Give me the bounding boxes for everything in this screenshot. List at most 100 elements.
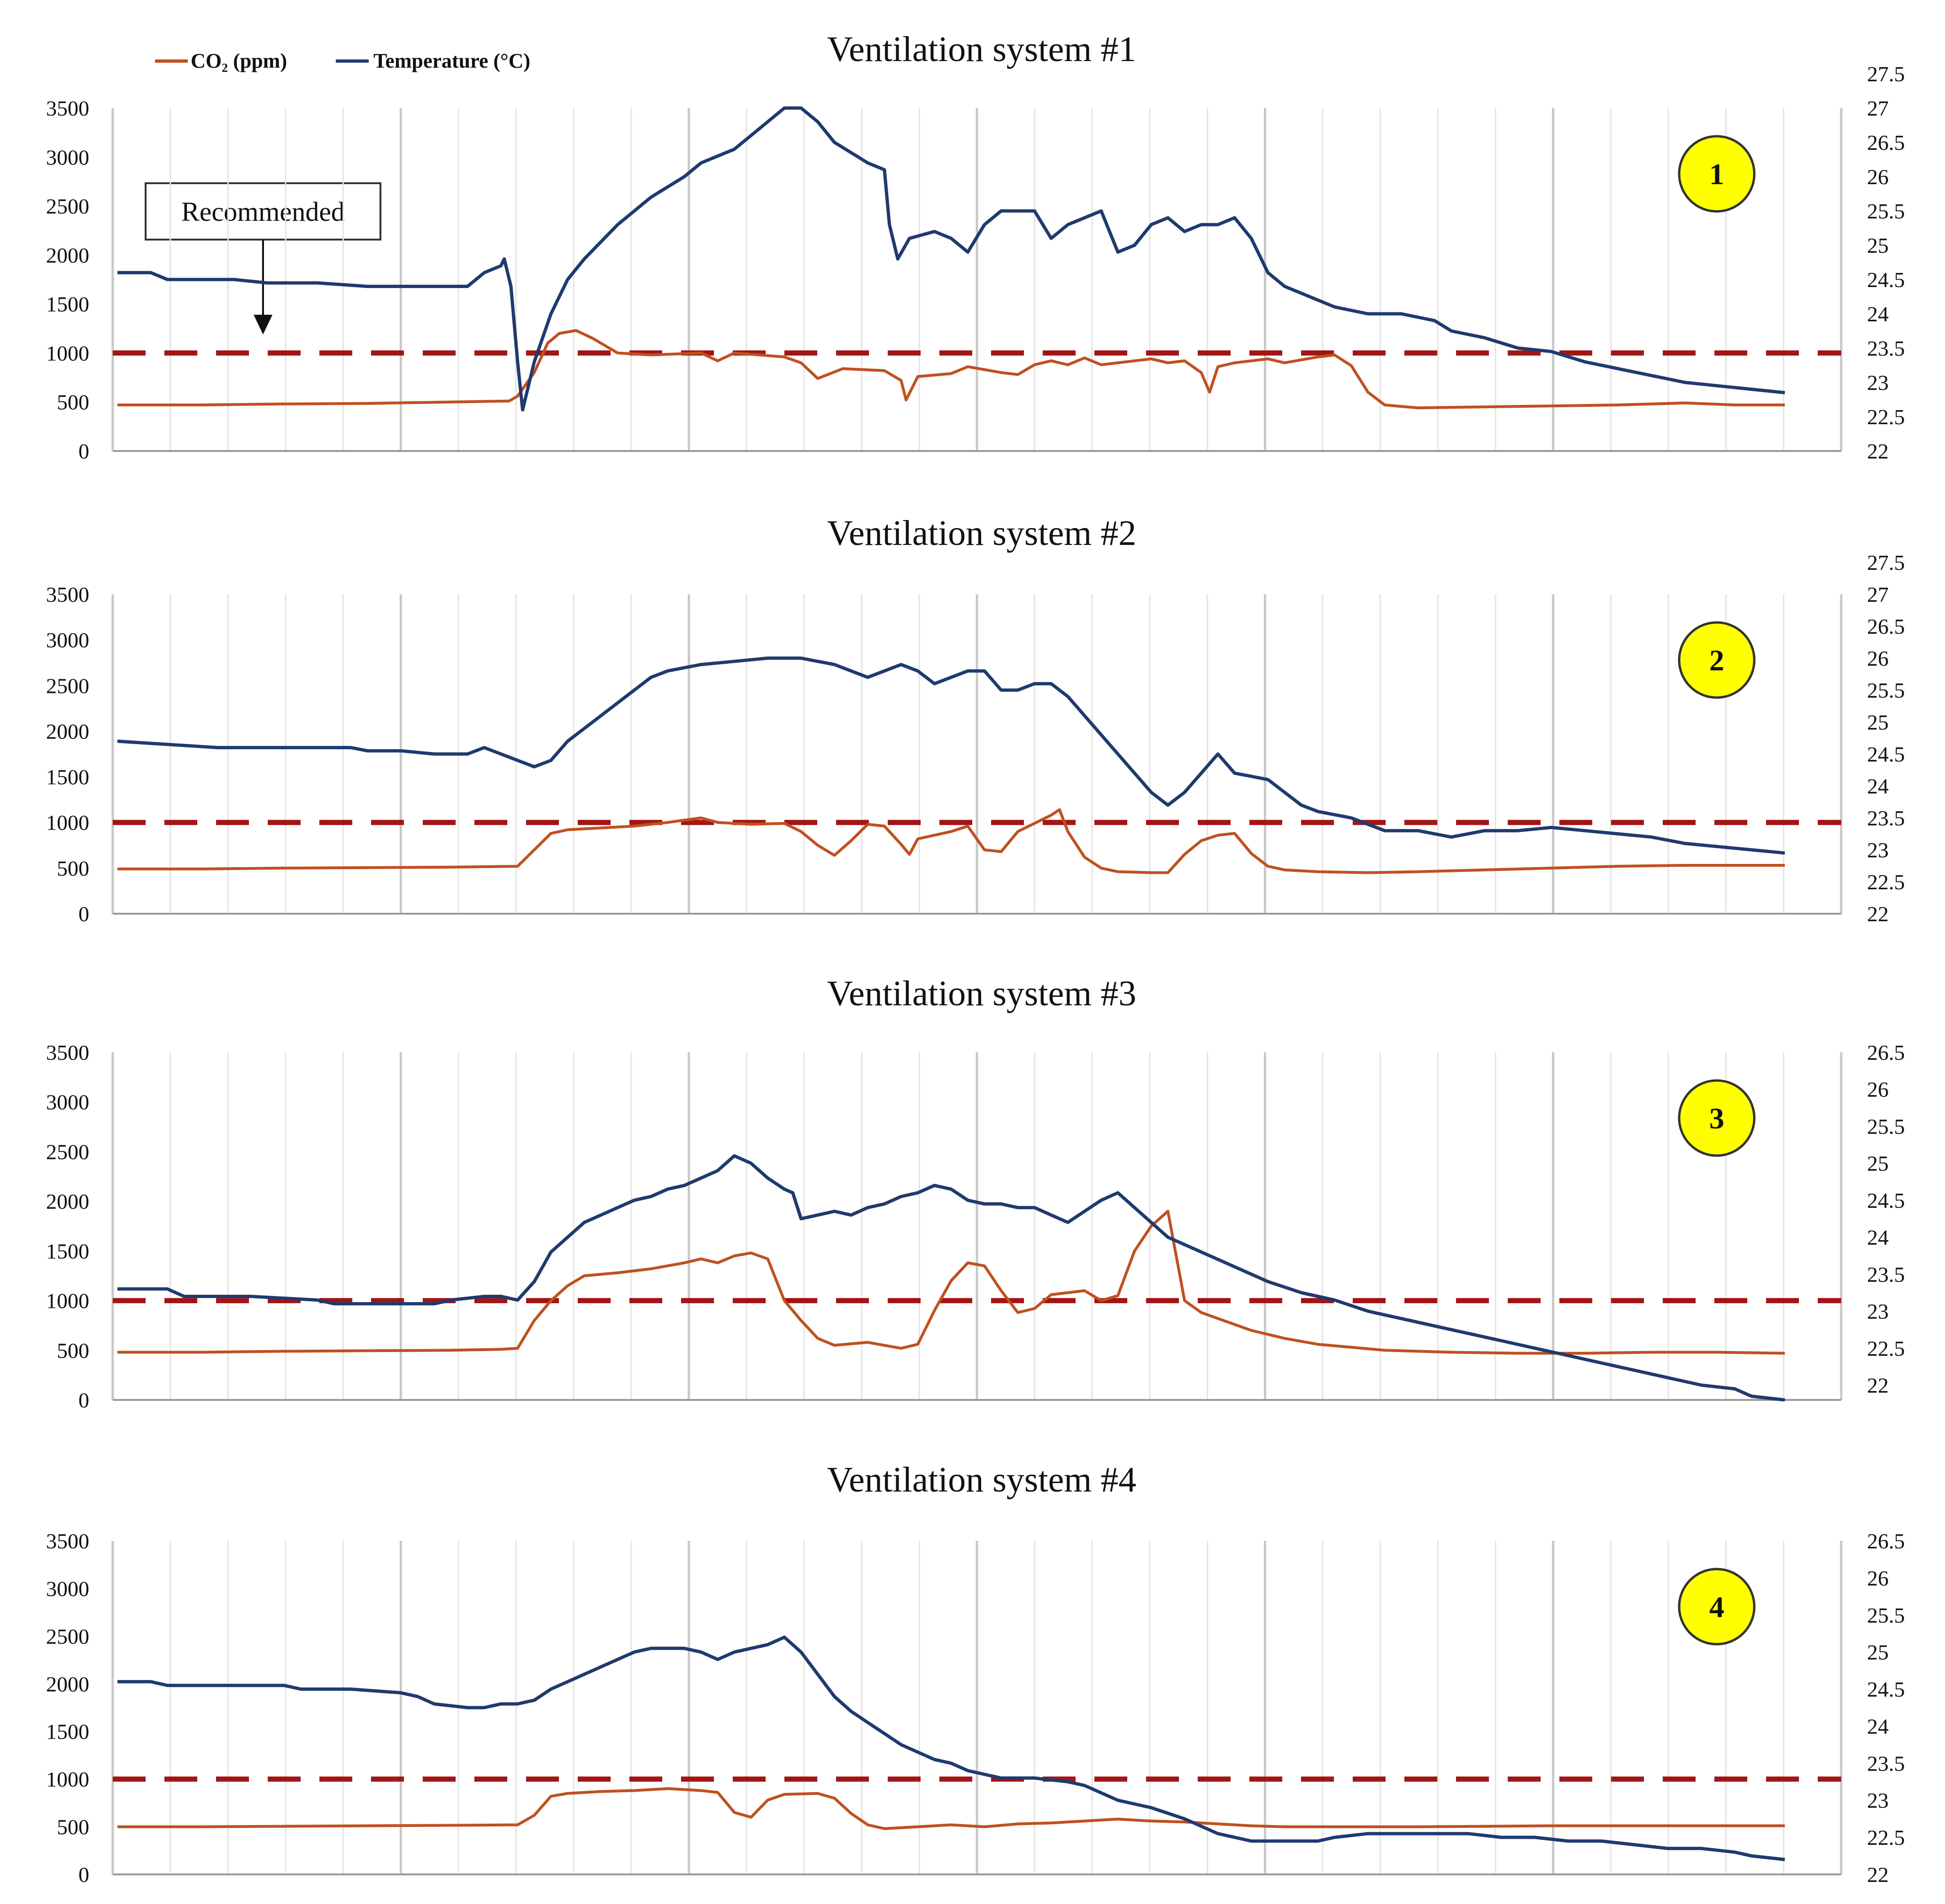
temperature-series-line [117,1635,1785,1861]
legend-temp-label: Temperature (°C) [373,49,530,72]
right-tick-label: 26.5 [1867,614,1905,638]
temperature-series-line [117,656,1785,855]
right-tick-label: 22.5 [1867,405,1905,429]
panel-badge [1678,135,1756,213]
right-tick-label: 27 [1867,583,1889,606]
right-tick-label: 26 [1867,646,1889,670]
right-tick-label: 25.5 [1867,199,1905,223]
left-tick-label: 1500 [46,1239,89,1263]
right-tick-label: 26.5 [1867,1529,1905,1553]
right-tick-label: 23 [1867,371,1889,395]
right-tick-label: 27.5 [1867,62,1905,86]
right-tick-label: 22.5 [1867,870,1905,894]
left-tick-label: 1000 [46,1767,89,1791]
recommended-box [145,182,381,241]
right-tick-label: 25 [1867,1151,1889,1175]
recommended-arrow-head [254,315,272,334]
right-tick-label: 24.5 [1867,1678,1905,1702]
co2-series-line [117,329,1785,410]
right-tick-label: 24 [1867,1226,1889,1250]
panel-badge [1678,1079,1756,1157]
right-tick-label: 24.5 [1867,742,1905,766]
chart-title: Ventilation system #3 [827,974,1137,1013]
right-tick-label: 22 [1867,439,1889,463]
co2-series-line [117,1210,1785,1355]
legend: CO₂ (ppm) Temperature (°C) [155,49,530,72]
right-tick-label: 26 [1867,1566,1889,1590]
left-tick-label: 2500 [46,674,89,698]
panel-badge-number: 3 [1709,1102,1724,1135]
right-tick-label: 23 [1867,838,1889,862]
panel-badge-number: 1 [1709,157,1724,191]
recommended-label: Recommended [181,196,345,227]
right-tick-label: 25 [1867,233,1889,257]
left-tick-label: 3500 [46,583,89,606]
right-tick-label: 25 [1867,710,1889,734]
right-tick-label: 22.5 [1867,1337,1905,1360]
right-tick-label: 24 [1867,1714,1889,1738]
left-tick-label: 2000 [46,719,89,743]
grid [111,1052,1843,1401]
right-tick-label: 27 [1867,96,1889,120]
right-tick-label: 23 [1867,1299,1889,1323]
grid [111,594,1843,915]
right-tick-label: 23.5 [1867,1751,1905,1775]
left-tick-label: 1000 [46,1289,89,1313]
temperature-series-line [117,106,1785,412]
co2-series-line [117,1787,1785,1830]
left-tick-label: 2000 [46,243,89,267]
left-tick-label: 3500 [46,1529,89,1553]
left-tick-label: 500 [57,856,89,880]
right-tick-label: 26.5 [1867,1041,1905,1065]
right-tick-label: 27.5 [1867,551,1905,575]
panel-badge-number: 4 [1709,1590,1724,1624]
chart-panel-4: Ventilation system #4 0 500 1000 1500 2000 250… [46,1460,1905,1887]
left-tick-label: 0 [78,439,89,463]
left-tick-label: 1000 [46,811,89,835]
right-tick-label: 24 [1867,774,1889,798]
left-tick-label: 0 [78,1863,89,1887]
left-tick-label: 1500 [46,292,89,316]
right-tick-label: 23.5 [1867,1262,1905,1286]
co2-series-line [117,808,1785,874]
chart-panel-1: Ventilation system #1 0 500 1000 1500 2000 250… [46,30,1905,463]
left-tick-label: 2500 [46,194,89,218]
left-tick-label: 2000 [46,1189,89,1213]
left-tick-label: 2000 [46,1672,89,1696]
right-tick-label: 26 [1867,165,1889,189]
right-tick-label: 22 [1867,902,1889,926]
panels: Ventilation system #10500100015002000250… [46,30,1905,1887]
panel-badge [1678,1568,1756,1646]
right-tick-label: 25.5 [1867,678,1905,702]
left-tick-label: 3000 [46,628,89,652]
chart-panel-2: Ventilation system #2 0 500 1000 1500 2000 250… [46,513,1905,926]
right-tick-label: 26 [1867,1078,1889,1102]
right-tick-label: 25 [1867,1640,1889,1664]
recommended-annotation: Recommended [145,182,381,334]
left-tick-label: 3000 [46,145,89,169]
left-tick-label: 500 [57,1338,89,1362]
right-tick-label: 23.5 [1867,336,1905,360]
chart-panel-3: Ventilation system #3 0 500 1000 1500 2000 250… [46,974,1905,1412]
right-tick-label: 23 [1867,1788,1889,1812]
left-tick-label: 1500 [46,765,89,789]
chart-title: Ventilation system #1 [827,30,1137,69]
right-tick-label: 22 [1867,1374,1889,1398]
panel-badge [1678,621,1756,699]
temperature-series-line [117,1154,1785,1402]
left-tick-label: 3000 [46,1090,89,1114]
right-tick-label: 24 [1867,302,1889,326]
panel-badge-number: 2 [1709,644,1724,677]
left-tick-label: 3500 [46,96,89,120]
chart-title: Ventilation system #2 [827,513,1137,553]
left-tick-label: 1000 [46,341,89,365]
left-tick-label: 3500 [46,1041,89,1065]
left-tick-label: 1500 [46,1720,89,1744]
left-tick-label: 3000 [46,1577,89,1601]
grid [111,1541,1843,1875]
left-tick-label: 2500 [46,1140,89,1164]
right-tick-label: 24.5 [1867,268,1905,292]
right-tick-label: 23.5 [1867,806,1905,830]
chart-title: Ventilation system #4 [827,1460,1137,1500]
